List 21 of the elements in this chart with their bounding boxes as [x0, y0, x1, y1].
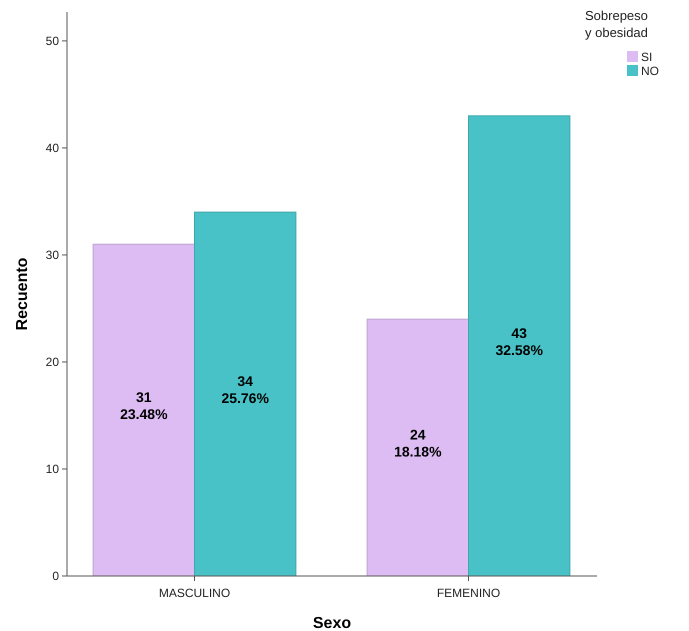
legend-title: Sobrepeso y obesidad: [585, 8, 648, 40]
y-axis-title: Recuento: [14, 257, 31, 330]
y-tick-label: 20: [46, 355, 60, 370]
data-label: 31 23.48%: [120, 389, 168, 422]
x-tick-label: FEMENINO: [436, 586, 500, 600]
x-axis-title: Sexo: [312, 615, 352, 631]
data-label: 34 25.76%: [221, 373, 270, 406]
y-tick-label: 10: [46, 462, 60, 476]
y-tick-label: 0: [52, 569, 60, 584]
y-tick-label: 40: [46, 141, 60, 156]
data-label: 24 18.18%: [394, 426, 442, 460]
bar: [92, 244, 195, 576]
bar: [468, 115, 570, 576]
y-tick-label: 30: [46, 248, 60, 262]
y-tick-label: 50: [46, 34, 60, 48]
x-tick-label: MASCULINO: [158, 586, 230, 600]
data-label: 43 32.58%: [495, 324, 544, 358]
bar: [366, 318, 469, 576]
bar: [194, 212, 296, 576]
legend-label: NO: [641, 64, 659, 78]
legend-label: SI: [641, 50, 652, 64]
